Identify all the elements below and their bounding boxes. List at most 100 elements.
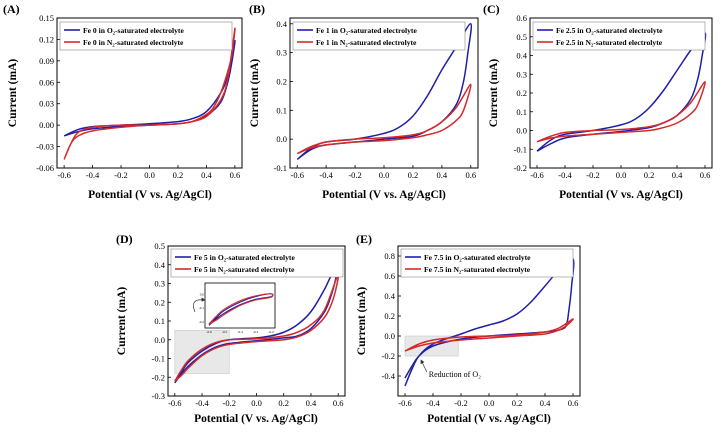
y-tick-label: 0.0 (154, 335, 165, 345)
series-line-n2 (174, 273, 340, 382)
x-tick-label: 0.4 (306, 398, 317, 408)
x-tick-label: -0.6 (398, 398, 411, 408)
panel-label: (E) (356, 232, 372, 246)
y-axis-title: Current (mA) (116, 287, 128, 356)
x-tick-label: -0.2 (348, 170, 361, 180)
chart-panel-5: (E) -0.6 -0.4 -0.2 0.0 0.2 0.4 0.6 -0.4 -0.2 0.0 0.… (356, 232, 581, 425)
series-line-n2 (404, 318, 574, 352)
y-tick-label: 0.1 (154, 316, 165, 326)
x-axis-title: Potential (V vs. Ag/AgCl) (194, 413, 318, 425)
inset-x-tick-label: -0.6 (206, 330, 212, 334)
y-tick-label: 0.6 (516, 13, 527, 23)
y-axis-title: Current (mA) (249, 59, 261, 128)
x-tick-label: -0.2 (454, 398, 467, 408)
inset-series-line (208, 293, 274, 325)
legend-box (532, 21, 706, 51)
series-line-n2 (536, 80, 706, 143)
y-tick-label: 0.0 (516, 126, 527, 136)
y-tick-label: -0.2 (514, 163, 527, 173)
y-tick-label: 0.12 (39, 34, 54, 44)
y-tick-label: 0.1 (276, 105, 287, 115)
x-tick-label: 0.4 (201, 170, 212, 180)
legend: Fe 0 in O₂-saturated electrolyte Fe 0 in … (59, 21, 233, 51)
x-tick-label: 0.0 (616, 170, 627, 180)
legend-box (170, 248, 344, 278)
y-tick-label: 0.2 (516, 88, 527, 98)
x-tick-label: -0.2 (223, 398, 236, 408)
x-tick-label: 0.0 (379, 170, 390, 180)
y-tick-label: -0.2 (382, 351, 395, 361)
inset-arrow (193, 297, 206, 313)
x-tick-label: 0.0 (144, 170, 155, 180)
panel-label: (B) (249, 2, 265, 16)
x-tick-label: -0.2 (114, 170, 127, 180)
inset-x-tick-label: -0.2 (268, 330, 274, 334)
x-tick-label: 0.6 (700, 170, 711, 180)
chart-panel-4: (D) -0.6 -0.4 -0.2 0.0 0.2 0.4 0.6 -0.3 -0.2 -0.1 0… (116, 232, 346, 425)
y-tick-label: 0.06 (39, 77, 54, 87)
series-line-n2 (63, 27, 236, 160)
legend: Fe 7.5 in O₂-saturated electrolyte Fe 7.5… (400, 248, 574, 278)
y-tick-label: -0.1 (152, 354, 165, 364)
y-tick-label: 0.4 (516, 51, 527, 61)
x-tick-label: -0.4 (86, 170, 100, 180)
x-tick-label: -0.4 (426, 398, 440, 408)
y-tick-label: 0.3 (154, 279, 165, 289)
x-tick-label: 0.2 (278, 398, 289, 408)
legend: Fe 5 in O₂-saturated electrolyte Fe 5 in … (170, 248, 344, 278)
y-tick-label: 0.0 (384, 331, 395, 341)
panel-label: (D) (116, 232, 133, 246)
y-tick-label: -0.06 (36, 163, 54, 173)
legend-label: Fe 0 in O₂-saturated electrolyte (83, 26, 184, 35)
y-tick-label: 0.0 (276, 134, 287, 144)
x-tick-label: 0.4 (672, 170, 683, 180)
legend-label: Fe 1 in N₂-saturated electrolyte (316, 38, 417, 47)
y-tick-label: -0.1 (514, 144, 527, 154)
x-tick-label: -0.6 (530, 170, 543, 180)
legend-label: Fe 1 in O₂-saturated electrolyte (316, 26, 417, 35)
chart-panel-3: (C) -0.6 -0.4 -0.2 0.0 0.2 0.4 0.6 -0.2 -0.1 0.0 0.… (483, 2, 713, 201)
x-tick-label: -0.6 (168, 398, 181, 408)
y-tick-label: 0.15 (39, 13, 54, 23)
y-tick-label: 0.2 (276, 76, 287, 86)
legend: Fe 1 in O₂-saturated electrolyte Fe 1 in … (292, 21, 466, 51)
y-tick-label: 0.4 (384, 291, 395, 301)
y-tick-label: 0.2 (384, 311, 395, 321)
x-tick-label: 0.2 (173, 170, 184, 180)
y-tick-label: 0.03 (39, 99, 54, 109)
series-line-o2 (404, 257, 575, 387)
legend-label: Fe 0 in N₂-saturated electrolyte (83, 38, 184, 47)
x-tick-label: -0.2 (586, 170, 599, 180)
x-axis-title: Potential (V vs. Ag/AgCl) (559, 189, 683, 201)
legend-box (292, 21, 466, 51)
x-tick-label: -0.4 (558, 170, 572, 180)
y-tick-label: -0.03 (36, 142, 54, 152)
x-tick-label: 0.6 (568, 398, 579, 408)
y-tick-label: 0.00 (39, 120, 54, 130)
x-axis-title: Potential (V vs. Ag/AgCl) (322, 189, 446, 201)
y-axis-title: Current (mA) (488, 59, 500, 128)
y-tick-label: 0.4 (154, 260, 165, 270)
inset-zoom: -0.6 -0.5 -0.4 -0.3 -0.2 -0.2 -0.1 0.0 (193, 282, 276, 334)
legend-label: Fe 2.5 in N₂-saturated electrolyte (556, 38, 663, 47)
x-tick-label: 0.2 (644, 170, 655, 180)
legend-box (59, 21, 233, 51)
y-tick-label: 0.6 (384, 271, 395, 281)
x-tick-label: -0.4 (195, 398, 209, 408)
chart-panel-2: (B) -0.6 -0.4 -0.2 0.0 0.2 0.4 0.6 -0.1 0.0 0.1 0.2… (249, 2, 479, 201)
y-tick-label: 0.4 (276, 19, 287, 29)
y-axis-title: Current (mA) (356, 287, 368, 356)
chart-panel-1: (A) -0.6 -0.4 -0.2 0.0 0.2 0.4 0.6 -0.06 -0.03 0.0… (3, 2, 243, 201)
y-tick-label: -0.4 (382, 371, 396, 381)
x-tick-label: -0.6 (57, 170, 70, 180)
inset-y-tick-label: 0.0 (200, 292, 205, 296)
y-tick-label: 0.09 (39, 56, 54, 66)
y-axis-title: Current (mA) (7, 59, 19, 128)
x-axis-title: Potential (V vs. Ag/AgCl) (427, 413, 551, 425)
x-axis-title: Potential (V vs. Ag/AgCl) (88, 189, 212, 201)
y-tick-label: 0.3 (276, 48, 287, 58)
inset-y-tick-label: -0.2 (199, 320, 205, 324)
y-tick-label: 0.5 (154, 241, 165, 251)
legend-label: Fe 7.5 in O₂-saturated electrolyte (424, 253, 531, 262)
